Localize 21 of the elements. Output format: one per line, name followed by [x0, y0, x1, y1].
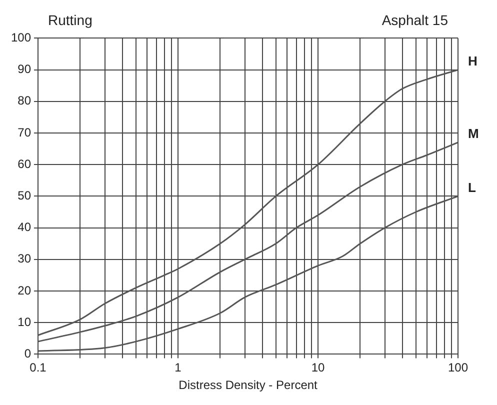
- y-tick-label: 20: [18, 283, 32, 298]
- x-tick-label: 100: [448, 360, 468, 375]
- y-tick-label: 90: [18, 62, 32, 76]
- y-tick-label: 0: [24, 346, 32, 361]
- x-tick-label: 1: [174, 360, 182, 375]
- chart-title: Rutting: [48, 12, 92, 28]
- chart-subtitle: Asphalt 15: [382, 12, 448, 28]
- x-axis-title: Distress Density - Percent: [178, 378, 318, 392]
- x-tick-label: 10: [311, 360, 325, 375]
- y-tick-label: 10: [18, 314, 32, 329]
- y-tick-label: 40: [18, 220, 32, 234]
- x-tick-label: 0.1: [30, 360, 47, 375]
- y-tick-label: 100: [10, 30, 32, 45]
- y-tick-label: 50: [18, 188, 32, 203]
- series-label: H: [468, 53, 478, 68]
- series-label: L: [468, 180, 476, 195]
- y-tick-label: 80: [18, 94, 32, 108]
- series-label: M: [468, 126, 479, 142]
- y-tick-label: 70: [18, 125, 32, 140]
- y-tick-label: 30: [18, 252, 32, 266]
- y-tick-label: 60: [18, 156, 32, 171]
